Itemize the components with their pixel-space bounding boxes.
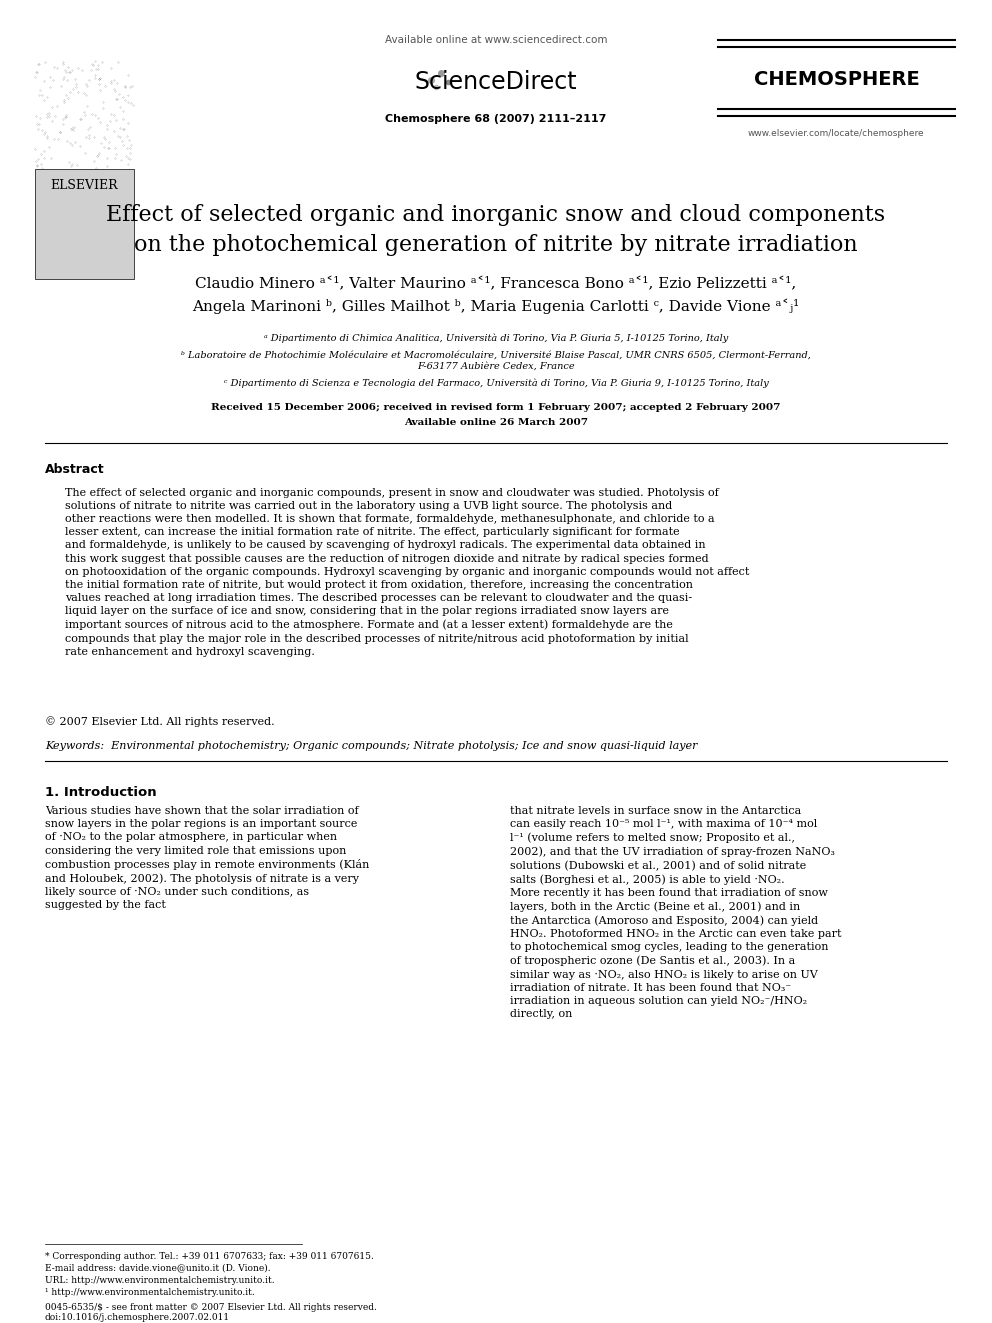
Text: www.elsevier.com/locate/chemosphere: www.elsevier.com/locate/chemosphere [748,130,925,139]
Text: The effect of selected organic and inorganic compounds, present in snow and clou: The effect of selected organic and inorg… [64,487,749,656]
Text: that nitrate levels in surface snow in the Antarctica
can easily reach 10⁻⁵ mol : that nitrate levels in surface snow in t… [510,806,841,1019]
Text: Keywords:  Environmental photochemistry; Organic compounds; Nitrate photolysis; : Keywords: Environmental photochemistry; … [45,741,697,751]
Text: © 2007 Elsevier Ltd. All rights reserved.: © 2007 Elsevier Ltd. All rights reserved… [45,716,275,728]
Text: Claudio Minero ᵃ˂¹, Valter Maurino ᵃ˂¹, Francesca Bono ᵃ˂¹, Ezio Pelizzetti ᵃ˂¹,: Claudio Minero ᵃ˂¹, Valter Maurino ᵃ˂¹, … [195,277,797,291]
Text: ᵇ Laboratoire de Photochimie Moléculaire et Macromoléculaire, Université Blaise : ᵇ Laboratoire de Photochimie Moléculaire… [182,351,810,360]
Bar [35,169,134,279]
Text: Abstract: Abstract [45,463,104,476]
Text: ScienceDirect: ScienceDirect [415,70,577,94]
Text: ᵃ Dipartimento di Chimica Analitica, Università di Torino, Via P. Giuria 5, I-10: ᵃ Dipartimento di Chimica Analitica, Uni… [264,333,728,343]
Text: Angela Marinoni ᵇ, Gilles Mailhot ᵇ, Maria Eugenia Carlotti ᶜ, Davide Vione ᵃ˂ⱼ¹: Angela Marinoni ᵇ, Gilles Mailhot ᵇ, Mar… [192,299,800,314]
Text: Available online at www.sciencedirect.com: Available online at www.sciencedirect.co… [385,34,607,45]
Text: ELSEVIER: ELSEVIER [51,179,118,192]
Text: E-mail address: davide.vione@unito.it (D. Vione).: E-mail address: davide.vione@unito.it (D… [45,1263,271,1273]
Text: Available online 26 March 2007: Available online 26 March 2007 [404,418,588,427]
Text: doi:10.1016/j.chemosphere.2007.02.011: doi:10.1016/j.chemosphere.2007.02.011 [45,1314,230,1322]
Text: Various studies have shown that the solar irradiation of
snow layers in the pola: Various studies have shown that the sola… [45,806,369,910]
Text: 1. Introduction: 1. Introduction [45,786,157,799]
Text: * Corresponding author. Tel.: +39 011 6707633; fax: +39 011 6707615.: * Corresponding author. Tel.: +39 011 67… [45,1252,374,1261]
Text: Received 15 December 2006; received in revised form 1 February 2007; accepted 2 : Received 15 December 2006; received in r… [211,404,781,411]
Text: ¹ http://www.environmentalchemistry.unito.it.: ¹ http://www.environmentalchemistry.unit… [45,1289,255,1298]
Text: ᶜ Dipartimento di Scienza e Tecnologia del Farmaco, Università di Torino, Via P.: ᶜ Dipartimento di Scienza e Tecnologia d… [223,378,769,388]
Text: URL: http://www.environmentalchemistry.unito.it.: URL: http://www.environmentalchemistry.u… [45,1275,275,1285]
Text: on the photochemical generation of nitrite by nitrate irradiation: on the photochemical generation of nitri… [134,234,858,255]
Text: F-63177 Aubière Cedex, France: F-63177 Aubière Cedex, France [418,363,574,372]
Text: Effect of selected organic and inorganic snow and cloud components: Effect of selected organic and inorganic… [106,204,886,226]
Text: Chemosphere 68 (2007) 2111–2117: Chemosphere 68 (2007) 2111–2117 [385,114,607,124]
Text: CHEMOSPHERE: CHEMOSPHERE [754,70,920,89]
Text: 0045-6535/$ - see front matter © 2007 Elsevier Ltd. All rights reserved.: 0045-6535/$ - see front matter © 2007 El… [45,1303,377,1312]
